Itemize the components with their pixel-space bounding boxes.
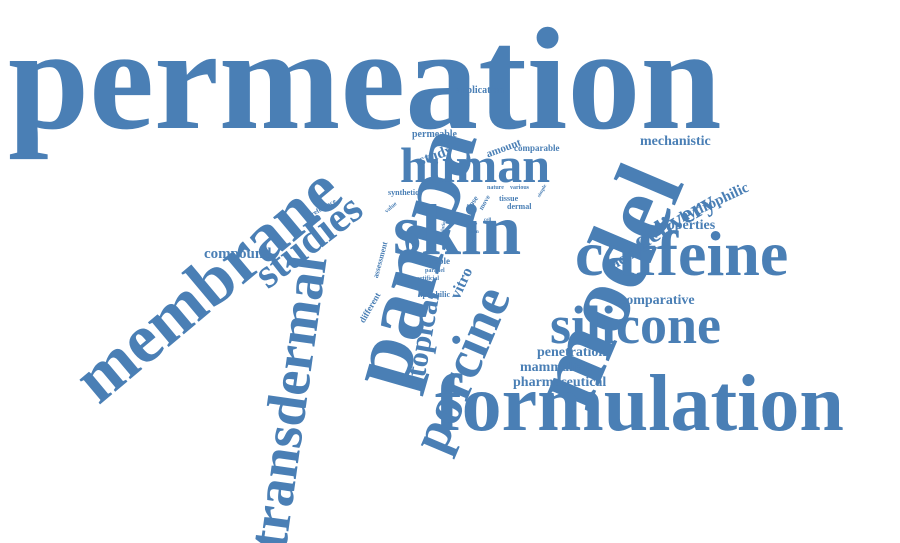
word-transdermal: transdermal — [237, 251, 340, 543]
word-pharmaceutical: pharmaceutical — [513, 375, 607, 390]
word-permeation: permeation — [8, 0, 722, 160]
word-permeable: permeable — [412, 129, 457, 140]
word-comparative: comparative — [620, 293, 695, 308]
word-suitable: suitable — [420, 256, 451, 266]
word-skin: skin — [393, 190, 522, 270]
word-mammalian: mammalian — [520, 360, 592, 375]
word-properties: properties — [654, 218, 716, 233]
word-silicone: silicone — [550, 295, 721, 355]
word-dermal: dermal — [507, 202, 532, 211]
word-synthetic: synthetic — [388, 188, 419, 197]
word-various: various — [510, 185, 530, 191]
word-lipophilic: lipophilic — [418, 290, 451, 299]
word-compound: compound — [204, 246, 272, 262]
word-caffeine: caffeine — [575, 218, 789, 289]
word-comparable: comparable — [514, 143, 560, 153]
word-formulation: formulation — [435, 360, 844, 448]
word-human: human — [400, 137, 551, 193]
word-parallel: parallel — [425, 268, 445, 274]
word-application: application — [456, 85, 504, 96]
word-mechanistic: mechanistic — [640, 134, 711, 149]
word-level: level — [448, 190, 458, 195]
word-tissue: tissue — [499, 194, 519, 203]
word-range: range — [465, 222, 478, 227]
word-cell: cell — [484, 218, 492, 223]
word-penetration: penetration — [537, 345, 607, 360]
word-main: main — [468, 230, 479, 235]
word-artificial: artificial — [417, 276, 439, 282]
word-nature: nature — [487, 185, 504, 191]
